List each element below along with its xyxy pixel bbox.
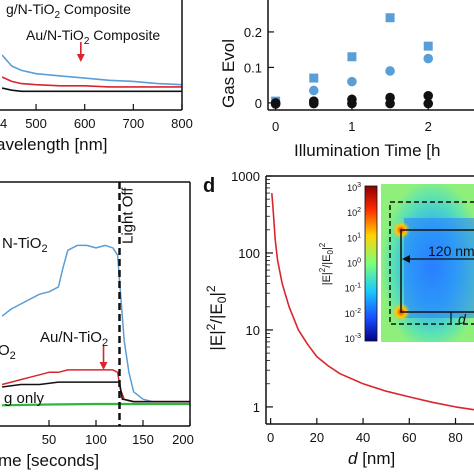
panel-c-label-au-n-tio2: Au/N-TiO2 bbox=[40, 329, 108, 349]
inset-colorbar-tick-label: 103 bbox=[347, 182, 361, 193]
panel-a-spectrum-chart: 500 600 700 800 4 g/N-TiO2 Composite Au/N-Ti… bbox=[0, 0, 193, 154]
panel-b-x-tick-label: 2 bbox=[425, 119, 432, 134]
panel-d-y-tick-label: 100 bbox=[238, 246, 260, 261]
panel-b-gas-evolution-chart: 0 0.1 0.2 0 1 2 Gas Evol Illumination Time [h bbox=[219, 0, 474, 160]
panel-b-point-circle bbox=[423, 91, 434, 101]
panel-a-arrow-head bbox=[76, 54, 85, 62]
panel-b-point-circle bbox=[270, 99, 281, 109]
panel-d-x-tick-label: 80 bbox=[448, 430, 462, 445]
panel-a-x-tick-label: 800 bbox=[171, 116, 193, 131]
panel-d-y-tick-label: 1000 bbox=[231, 169, 260, 184]
inset-dimension-arrowhead bbox=[402, 255, 410, 263]
panel-a-x-tick-label: 500 bbox=[25, 116, 47, 131]
inset-particle-outline bbox=[400, 229, 474, 313]
panel-d-x-label: d [nm] bbox=[348, 449, 395, 468]
panel-c-x-tick-label: 150 bbox=[132, 432, 154, 447]
panel-c-arrow bbox=[99, 346, 108, 370]
panel-c-series-2 bbox=[2, 381, 190, 403]
panel-d-letter: d bbox=[203, 175, 215, 197]
panel-b-point-square bbox=[423, 41, 433, 51]
panel-d-x-tick-label: 40 bbox=[356, 430, 370, 445]
panel-b-y-tick-label: 0.1 bbox=[244, 60, 262, 75]
panel-d-x-tick-label: 0 bbox=[267, 430, 274, 445]
panel-d-x-tick-label: 20 bbox=[310, 430, 324, 445]
panel-c-series-3 bbox=[2, 402, 190, 407]
panel-c-x-label: me [seconds] bbox=[0, 451, 99, 470]
panel-c-label-black: O2 bbox=[0, 342, 16, 362]
inset-colorbar-tick-label: 102 bbox=[347, 207, 361, 218]
panel-c-time-trace-chart: 50 100 150 200 Light Off N-TiO2 Au/N-TiO2 O… bbox=[0, 181, 194, 470]
inset-colorbar-tick-label: 10-3 bbox=[345, 333, 361, 344]
panel-c-arrow-head bbox=[99, 362, 108, 370]
panel-a-series-1 bbox=[2, 76, 182, 88]
panel-b-y-tick-label: 0 bbox=[255, 96, 262, 111]
inset-heatmap-core bbox=[404, 218, 474, 318]
panel-d-series-0 bbox=[271, 193, 474, 411]
panel-c-x-tick-label: 50 bbox=[42, 432, 56, 447]
panel-b-x-label: Illumination Time [h bbox=[294, 141, 440, 160]
panel-a-x-tick-label: 600 bbox=[74, 116, 96, 131]
inset-colorbar bbox=[364, 185, 378, 342]
panel-a-legend-red: Au/N-TiO2 Composite bbox=[26, 27, 160, 47]
panel-b-point-square bbox=[309, 73, 319, 83]
inset-colorbar-tick-label: 100 bbox=[347, 258, 361, 269]
panel-b-point-circle bbox=[385, 98, 395, 109]
panel-d-inset: 120 nm d 103 102 101 100 10-1 10-2 10-3 |E|2/|… bbox=[318, 182, 474, 344]
panel-c-x-tick-label: 100 bbox=[85, 432, 107, 447]
panel-a-legend-blue: g/N-TiO2 Composite bbox=[6, 1, 131, 21]
panel-b-x-tick-label: 1 bbox=[348, 119, 355, 134]
panel-a-x-label: avelength [nm] bbox=[0, 135, 108, 154]
panel-b-y-label: Gas Evol bbox=[219, 39, 238, 108]
panel-a-series-2 bbox=[2, 87, 182, 93]
panel-b-point-circle bbox=[423, 98, 434, 109]
panel-c-light-off-label: Light Off bbox=[120, 187, 137, 244]
panel-b-point-circle bbox=[308, 85, 319, 96]
panel-b-y-tick-label: 0.2 bbox=[244, 25, 262, 40]
panel-a-series-0 bbox=[2, 54, 182, 86]
panel-c-x-tick-label: 200 bbox=[172, 432, 194, 447]
panel-c-label-green: g only bbox=[4, 390, 45, 407]
inset-dashed-outline bbox=[389, 201, 474, 325]
panel-c-label-n-tio2: N-TiO2 bbox=[2, 235, 48, 255]
panel-a-x-tick-label-partial: 4 bbox=[0, 116, 7, 131]
panel-b-point-circle bbox=[347, 98, 357, 109]
panel-d-x-tick-label: 60 bbox=[402, 430, 416, 445]
panel-d-y-label: |E|2/|E0|2 bbox=[204, 285, 229, 350]
panel-b-point-circle bbox=[423, 53, 434, 64]
inset-dimension-label: 120 nm bbox=[428, 243, 474, 259]
inset-colorbar-tick-label: 10-2 bbox=[345, 308, 361, 319]
panel-a-arrow bbox=[76, 42, 85, 62]
panel-a-x-tick-label: 700 bbox=[122, 116, 144, 131]
panel-b-point-circle bbox=[385, 66, 395, 76]
inset-d-label: d bbox=[458, 311, 467, 327]
panel-b-point-square bbox=[385, 13, 395, 23]
panel-d-y-tick-label: 10 bbox=[246, 323, 260, 338]
panel-c-series-0 bbox=[2, 244, 190, 403]
panel-d-y-tick-label: 1 bbox=[253, 400, 260, 415]
panel-b-x-tick-label: 0 bbox=[272, 119, 279, 134]
panel-b-point-square bbox=[347, 52, 357, 62]
panel-b-point-circle bbox=[308, 98, 319, 109]
inset-colorbar-tick-label: 101 bbox=[347, 232, 361, 243]
panel-b-point-circle bbox=[347, 76, 357, 87]
inset-colorbar-tick-label: 10-1 bbox=[345, 283, 361, 294]
inset-colorbar-label: |E|2/|E0|2 bbox=[318, 242, 335, 285]
